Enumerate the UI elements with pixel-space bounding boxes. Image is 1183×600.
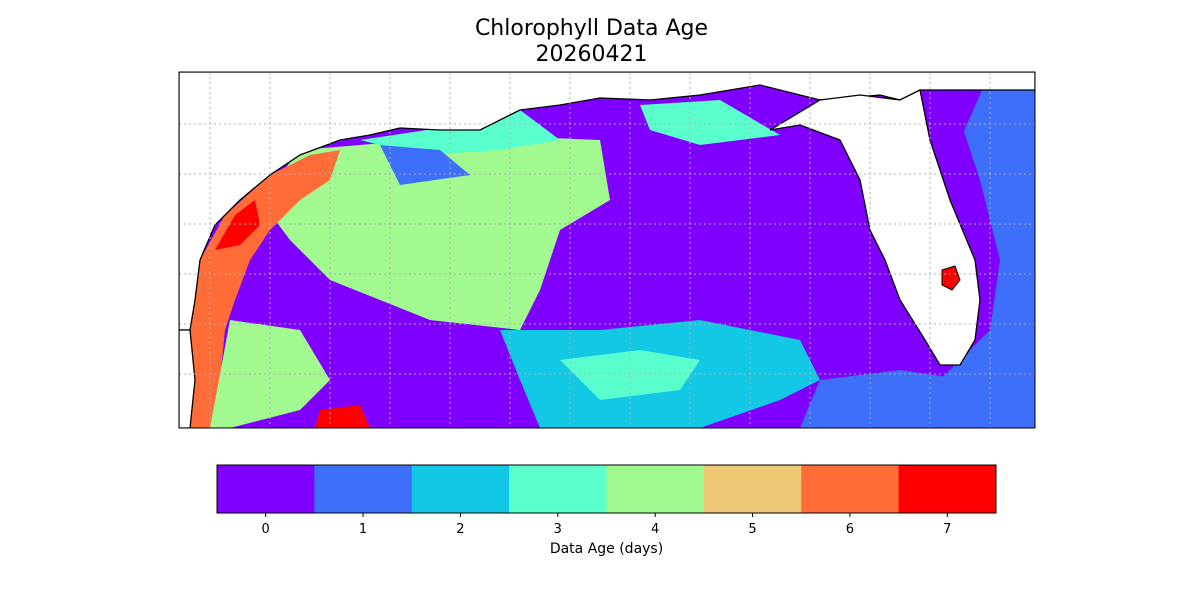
map-gridlines bbox=[179, 72, 1035, 428]
map-frame bbox=[178, 71, 1036, 429]
colorbar-tick-label: 5 bbox=[748, 522, 756, 537]
colorbar-frame bbox=[216, 464, 997, 514]
colorbar-swatch bbox=[314, 465, 413, 513]
colorbar-swatch bbox=[801, 465, 900, 513]
region-texas-coast-red bbox=[215, 200, 260, 250]
colorbar-swatch bbox=[606, 465, 705, 513]
colorbar-swatch bbox=[898, 465, 997, 513]
lake-okeechobee bbox=[941, 265, 961, 291]
colorbar-swatch bbox=[217, 465, 315, 513]
colorbar-tick-label: 6 bbox=[846, 522, 854, 537]
colorbar-label: Data Age (days) bbox=[549, 541, 664, 557]
colorbar-tick-label: 0 bbox=[262, 522, 270, 537]
chart-title: Chlorophyll Data Age bbox=[474, 16, 709, 41]
colorbar-swatch bbox=[411, 465, 510, 513]
region-southwest-red bbox=[315, 405, 370, 428]
region-north-blue bbox=[380, 145, 470, 185]
colorbar-swatch bbox=[509, 465, 607, 513]
colorbar-tick-label: 7 bbox=[943, 522, 951, 537]
colorbar-tick-label: 3 bbox=[554, 522, 562, 537]
land-florida bbox=[769, 89, 981, 366]
chart-subtitle: 20260421 bbox=[535, 42, 648, 67]
colorbar-tick-label: 4 bbox=[651, 522, 659, 537]
colorbar-tick-label: 2 bbox=[456, 522, 464, 537]
region-panhandle-band bbox=[640, 100, 780, 145]
region-texas-coast bbox=[190, 150, 340, 428]
region-south-edge-blue bbox=[800, 370, 1035, 428]
region-atlantic bbox=[900, 72, 1035, 428]
region-central-gulf bbox=[260, 135, 610, 330]
land-us-north bbox=[179, 72, 1035, 331]
colorbar-swatch bbox=[703, 465, 802, 513]
region-south-gulf-cyan bbox=[560, 350, 700, 400]
colorbar-tick-label: 1 bbox=[359, 522, 367, 537]
land-mexico bbox=[179, 329, 196, 428]
